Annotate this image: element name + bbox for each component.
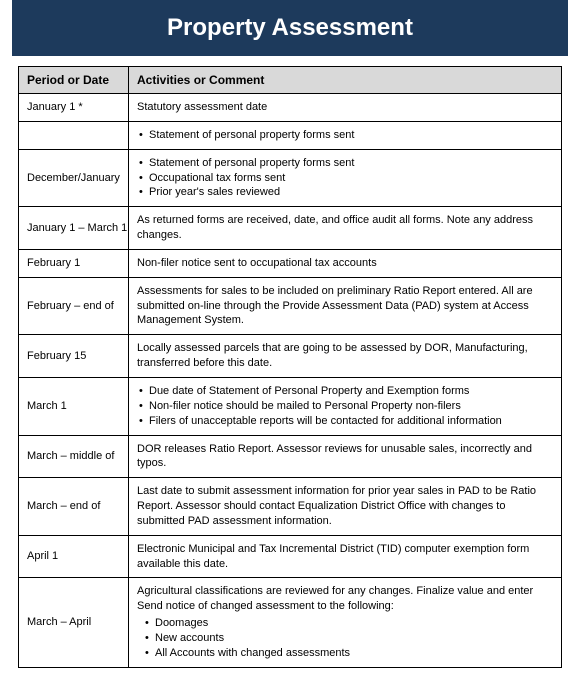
activity-cell: Electronic Municipal and Tax Incremental… bbox=[129, 535, 562, 578]
period-cell: April 1 bbox=[19, 535, 129, 578]
period-cell: January 1 – March 1 bbox=[19, 207, 129, 250]
table-row: March – April Agricultural classification… bbox=[19, 578, 562, 667]
period-cell: March – April bbox=[19, 578, 129, 667]
table-body: January 1 *Statutory assessment dateStat… bbox=[19, 94, 562, 668]
period-cell: March – middle of bbox=[19, 435, 129, 478]
col-period: Period or Date bbox=[19, 67, 129, 94]
period-cell: March 1 bbox=[19, 377, 129, 435]
table-row: December/January Statement of personal pr… bbox=[19, 149, 562, 207]
activity-cell: Due date of Statement of Personal Proper… bbox=[129, 377, 562, 435]
list-item: Occupational tax forms sent bbox=[139, 171, 553, 186]
activity-cell: Locally assessed parcels that are going … bbox=[129, 335, 562, 378]
list-item: Doomages bbox=[145, 616, 553, 631]
page-title: Property Assessment bbox=[12, 0, 568, 56]
list-item: All Accounts with changed assessments bbox=[145, 646, 553, 661]
period-cell bbox=[19, 121, 129, 149]
table-row: January 1 *Statutory assessment date bbox=[19, 94, 562, 122]
table-container: Period or Date Activities or Comment Jan… bbox=[0, 66, 580, 678]
activity-cell: Statement of personal property forms sen… bbox=[129, 121, 562, 149]
activity-cell: Last date to submit assessment informati… bbox=[129, 478, 562, 536]
period-cell: March – end of bbox=[19, 478, 129, 536]
list-item: Due date of Statement of Personal Proper… bbox=[139, 384, 553, 399]
activity-sublist: DoomagesNew accountsAll Accounts with ch… bbox=[137, 616, 553, 661]
activity-cell: Statement of personal property forms sen… bbox=[129, 149, 562, 207]
activity-cell: As returned forms are received, date, an… bbox=[129, 207, 562, 250]
table-row: January 1 – March 1As returned forms are… bbox=[19, 207, 562, 250]
table-row: March – middle ofDOR releases Ratio Repo… bbox=[19, 435, 562, 478]
activity-cell: DOR releases Ratio Report. Assessor revi… bbox=[129, 435, 562, 478]
list-item: Prior year's sales reviewed bbox=[139, 185, 553, 200]
activity-list: Statement of personal property forms sen… bbox=[137, 156, 553, 201]
activity-cell: Statutory assessment date bbox=[129, 94, 562, 122]
table-row: Statement of personal property forms sen… bbox=[19, 121, 562, 149]
activity-cell: Agricultural classifications are reviewe… bbox=[129, 578, 562, 667]
list-item: Non-filer notice should be mailed to Per… bbox=[139, 399, 553, 414]
activity-cell: Assessments for sales to be included on … bbox=[129, 277, 562, 335]
activity-list: Statement of personal property forms sen… bbox=[137, 128, 553, 143]
period-cell: February – end of bbox=[19, 277, 129, 335]
assessment-table: Period or Date Activities or Comment Jan… bbox=[18, 66, 562, 668]
table-row: February 15Locally assessed parcels that… bbox=[19, 335, 562, 378]
period-cell: December/January bbox=[19, 149, 129, 207]
table-row: March 1 Due date of Statement of Personal… bbox=[19, 377, 562, 435]
period-cell: February 15 bbox=[19, 335, 129, 378]
table-row: February – end ofAssessments for sales t… bbox=[19, 277, 562, 335]
table-row: March – end ofLast date to submit assess… bbox=[19, 478, 562, 536]
list-item: Statement of personal property forms sen… bbox=[139, 156, 553, 171]
period-cell: January 1 * bbox=[19, 94, 129, 122]
table-row: February 1Non-filer notice sent to occup… bbox=[19, 249, 562, 277]
activity-cell: Non-filer notice sent to occupational ta… bbox=[129, 249, 562, 277]
list-item: Statement of personal property forms sen… bbox=[139, 128, 553, 143]
list-item: New accounts bbox=[145, 631, 553, 646]
col-activities: Activities or Comment bbox=[129, 67, 562, 94]
list-item: Filers of unacceptable reports will be c… bbox=[139, 414, 553, 429]
table-header-row: Period or Date Activities or Comment bbox=[19, 67, 562, 94]
activity-list: Due date of Statement of Personal Proper… bbox=[137, 384, 553, 429]
period-cell: February 1 bbox=[19, 249, 129, 277]
table-row: April 1Electronic Municipal and Tax Incr… bbox=[19, 535, 562, 578]
activity-lead: Agricultural classifications are reviewe… bbox=[137, 584, 553, 614]
